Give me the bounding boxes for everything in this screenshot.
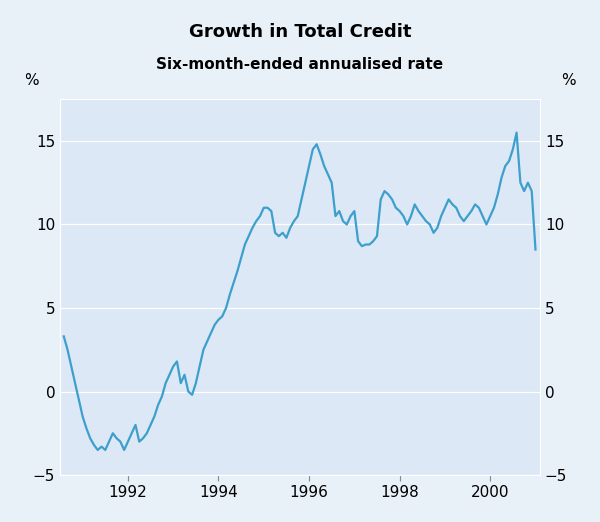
Text: Growth in Total Credit: Growth in Total Credit — [189, 23, 411, 41]
Text: %: % — [562, 73, 576, 88]
Text: %: % — [24, 73, 38, 88]
Title: Six-month-ended annualised rate: Six-month-ended annualised rate — [157, 56, 443, 72]
